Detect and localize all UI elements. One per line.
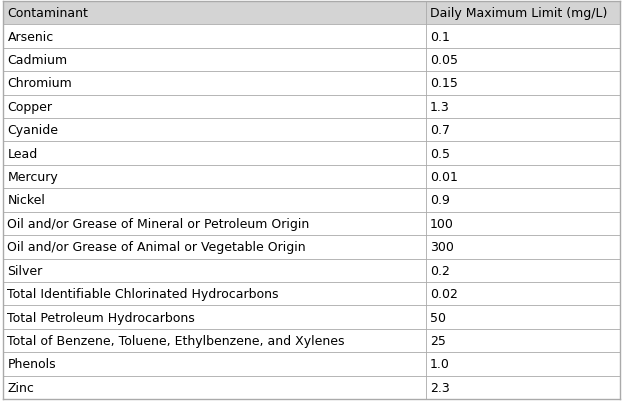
Bar: [426, 119, 620, 142]
Text: Daily Maximum Limit (mg/L): Daily Maximum Limit (mg/L): [430, 7, 607, 20]
Text: 0.9: 0.9: [430, 194, 450, 207]
Bar: [3, 189, 426, 212]
Bar: [426, 72, 620, 95]
Text: 0.05: 0.05: [430, 54, 458, 67]
Text: Cyanide: Cyanide: [7, 124, 59, 137]
Bar: [426, 142, 620, 166]
Text: 1.3: 1.3: [430, 101, 450, 113]
Text: Total Identifiable Chlorinated Hydrocarbons: Total Identifiable Chlorinated Hydrocarb…: [7, 288, 279, 300]
Bar: [426, 212, 620, 235]
Bar: [3, 166, 426, 189]
Bar: [426, 259, 620, 282]
Bar: [426, 282, 620, 306]
Text: Cadmium: Cadmium: [7, 54, 68, 67]
Bar: [426, 25, 620, 49]
Bar: [3, 282, 426, 306]
Text: Oil and/or Grease of Mineral or Petroleum Origin: Oil and/or Grease of Mineral or Petroleu…: [7, 217, 310, 230]
Text: 0.1: 0.1: [430, 30, 450, 44]
Bar: [426, 352, 620, 376]
Text: Contaminant: Contaminant: [7, 7, 88, 20]
Bar: [3, 329, 426, 352]
Bar: [426, 306, 620, 329]
Bar: [3, 212, 426, 235]
Bar: [426, 329, 620, 352]
Bar: [3, 119, 426, 142]
Text: Chromium: Chromium: [7, 77, 72, 90]
Text: Total Petroleum Hydrocarbons: Total Petroleum Hydrocarbons: [7, 311, 195, 324]
Text: Mercury: Mercury: [7, 171, 58, 184]
Bar: [426, 95, 620, 119]
Text: Nickel: Nickel: [7, 194, 45, 207]
Text: 100: 100: [430, 217, 454, 230]
Bar: [3, 142, 426, 166]
Bar: [426, 166, 620, 189]
Text: Oil and/or Grease of Animal or Vegetable Origin: Oil and/or Grease of Animal or Vegetable…: [7, 241, 306, 254]
Text: 0.01: 0.01: [430, 171, 458, 184]
Text: 2.3: 2.3: [430, 381, 450, 394]
Bar: [3, 49, 426, 72]
Bar: [3, 25, 426, 49]
Bar: [426, 235, 620, 259]
Bar: [3, 352, 426, 376]
Bar: [3, 306, 426, 329]
Text: 1.0: 1.0: [430, 357, 450, 371]
Bar: [3, 259, 426, 282]
Bar: [3, 235, 426, 259]
Text: Total of Benzene, Toluene, Ethylbenzene, and Xylenes: Total of Benzene, Toluene, Ethylbenzene,…: [7, 334, 345, 347]
Text: Copper: Copper: [7, 101, 52, 113]
Bar: [3, 72, 426, 95]
Text: 0.15: 0.15: [430, 77, 458, 90]
Bar: [426, 189, 620, 212]
Bar: [426, 49, 620, 72]
Text: 300: 300: [430, 241, 454, 254]
Text: 25: 25: [430, 334, 446, 347]
Bar: [426, 2, 620, 25]
Text: Silver: Silver: [7, 264, 43, 277]
Text: 0.5: 0.5: [430, 147, 450, 160]
Text: 50: 50: [430, 311, 446, 324]
Text: 0.02: 0.02: [430, 288, 458, 300]
Text: Phenols: Phenols: [7, 357, 56, 371]
Bar: [3, 2, 426, 25]
Text: Arsenic: Arsenic: [7, 30, 54, 44]
Text: 0.7: 0.7: [430, 124, 450, 137]
Bar: [3, 376, 426, 399]
Bar: [3, 95, 426, 119]
Bar: [426, 376, 620, 399]
Text: Lead: Lead: [7, 147, 38, 160]
Text: 0.2: 0.2: [430, 264, 450, 277]
Text: Zinc: Zinc: [7, 381, 34, 394]
